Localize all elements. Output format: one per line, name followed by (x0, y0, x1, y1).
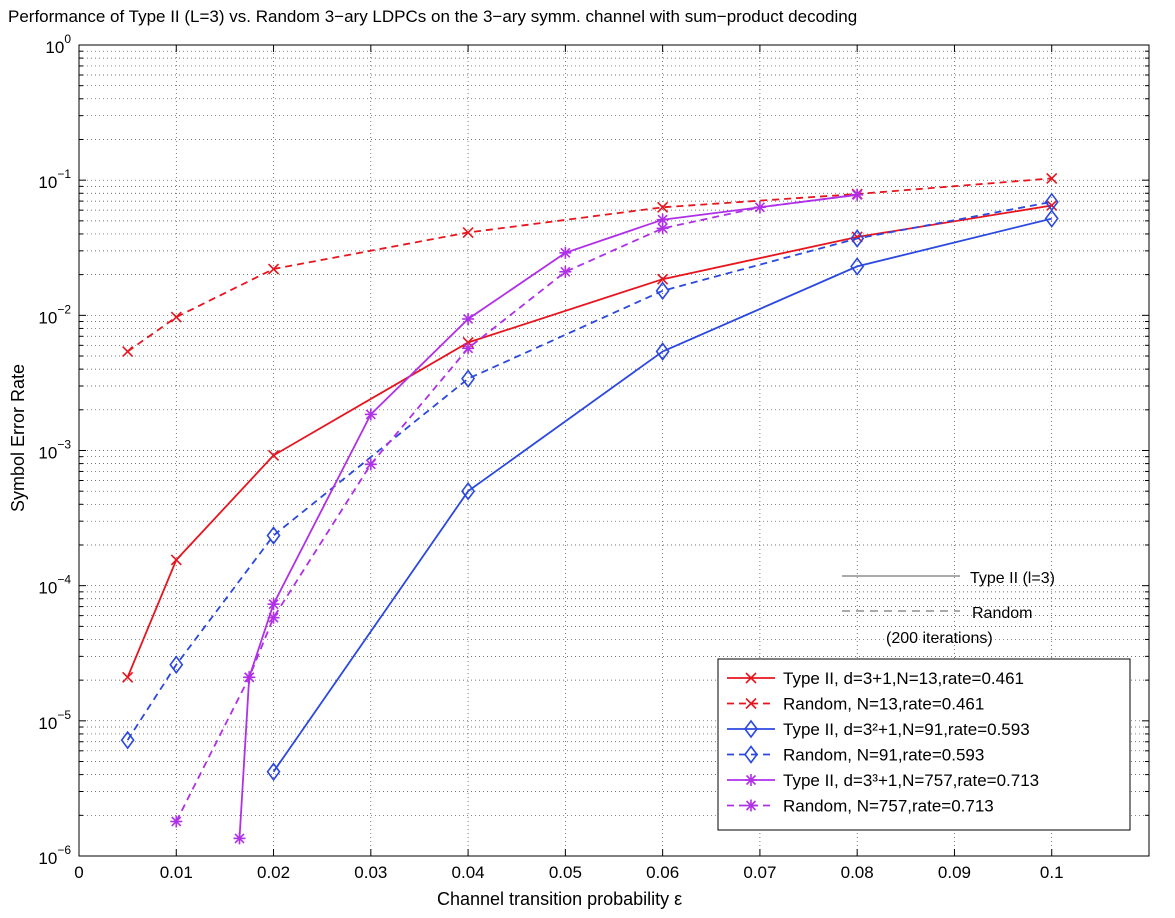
series-1-point (122, 671, 134, 683)
x-tick-label: 0 (74, 863, 83, 882)
y-tick-label: 10−6 (38, 843, 71, 868)
series-5-point (462, 312, 475, 325)
series-3 (266, 209, 1059, 782)
series-5-point (364, 408, 377, 421)
legend-marker (745, 672, 757, 684)
legend-box (717, 658, 1131, 831)
series-1-point (170, 554, 182, 566)
x-tick-label: 0.03 (354, 863, 387, 882)
y-tick-label: 100 (45, 32, 71, 57)
series-4-line (126, 201, 1052, 741)
series-4-point (850, 229, 865, 248)
series-layer (120, 172, 1059, 845)
iterations-note: (200 iterations) (886, 630, 993, 647)
legend-entry: Random, N=91,rate=0.593 (727, 745, 984, 765)
series-4-point (266, 526, 281, 545)
series-5-point (559, 246, 572, 259)
x-axis-title: Channel transition probability ε (437, 889, 682, 909)
x-tick-label: 0.09 (938, 863, 971, 882)
y-tick-label: 10−4 (38, 573, 71, 598)
chart-title: Performance of Type II (L=3) vs. Random … (8, 7, 857, 26)
series-2-point (170, 311, 182, 323)
x-tick-label: 0.08 (841, 863, 874, 882)
legend-marker (744, 719, 758, 739)
series-6-point (753, 201, 766, 214)
series-6-point (851, 188, 864, 201)
x-tick-label: 0.05 (549, 863, 582, 882)
y-axis-title: Symbol Error Rate (8, 364, 28, 512)
legend-label: Random, N=91,rate=0.593 (783, 746, 984, 765)
series-6-point (364, 458, 377, 471)
series-6-point (656, 222, 669, 235)
x-tick-label: 0.04 (452, 863, 485, 882)
legend-entry: Random, N=13,rate=0.461 (727, 695, 984, 714)
legend-entry: Type II, d=3+1,N=13,rate=0.461 (727, 669, 1024, 688)
series-4-point (461, 369, 476, 388)
axes-layer: 0 0.01 0.02 0.03 0.04 0.05 0.06 0.07 0.08 0.09 0.1… (38, 32, 1150, 882)
series-2-point (462, 226, 474, 239)
series-2-point (657, 201, 669, 213)
series-2-point (267, 263, 280, 275)
series-5-point (656, 213, 669, 226)
legend-marker (745, 799, 757, 812)
legend-label: Type II, d=3²+1,N=91,rate=0.593 (783, 720, 1030, 739)
x-tick-label: 0.02 (257, 863, 290, 882)
legend-marker (745, 697, 757, 710)
series-3-point (461, 481, 476, 501)
y-tick-label: 10−1 (38, 167, 71, 192)
series-2-point (1046, 172, 1058, 184)
series-6-line (175, 193, 858, 822)
x-tick-label: 0.01 (160, 863, 193, 882)
legend: Type II, d=3+1,N=13,rate=0.461 Random, N=… (717, 658, 1131, 831)
series-3-point (655, 342, 670, 361)
series-4-point (655, 281, 670, 301)
legend-marker (744, 745, 758, 764)
series-3-point (266, 762, 281, 782)
series-1-point (657, 273, 669, 285)
series-2-point (122, 345, 134, 358)
legend-label: Type II, d=3³+1,N=757,rate=0.713 (783, 771, 1039, 790)
dashed-style-label: Random (972, 605, 1032, 622)
series-6-point (170, 815, 183, 828)
y-tick-label: 10−5 (38, 708, 71, 733)
y-tick-label: 10−2 (38, 302, 71, 327)
legend-label: Type II, d=3+1,N=13,rate=0.461 (783, 669, 1024, 688)
series-4-point (120, 730, 135, 750)
series-4-point (1044, 192, 1059, 212)
legend-entry: Random, N=757,rate=0.713 (727, 797, 994, 816)
x-tick-label: 0.06 (646, 863, 679, 882)
solid-style-label: Type II (l=3) (970, 570, 1055, 587)
series-6-point (267, 611, 280, 624)
x-tick-label: 0.1 (1040, 863, 1064, 882)
series-4 (120, 192, 1059, 750)
series-6-point (243, 671, 256, 684)
x-tick-label: 0.07 (743, 863, 776, 882)
series-1-point (267, 449, 280, 461)
series-6-point (462, 342, 475, 355)
legend-label: Random, N=13,rate=0.461 (783, 695, 984, 714)
annotation-layer: Type II (l=3) Random (200 iterations) (842, 570, 1055, 647)
series-6-point (559, 265, 572, 278)
series-3-point (1044, 209, 1059, 228)
legend-entry: Type II, d=3²+1,N=91,rate=0.593 (727, 719, 1030, 739)
series-5-point (267, 598, 280, 611)
series-6 (170, 188, 864, 828)
y-tick-label: 10−3 (38, 438, 71, 463)
series-3-line (272, 217, 1052, 773)
series-5-point (233, 832, 246, 845)
series-3-point (850, 257, 865, 276)
legend-entry: Type II, d=3³+1,N=757,rate=0.713 (727, 771, 1039, 790)
legend-marker (745, 774, 757, 786)
series-4-point (169, 655, 184, 675)
legend-label: Random, N=757,rate=0.713 (783, 797, 994, 816)
